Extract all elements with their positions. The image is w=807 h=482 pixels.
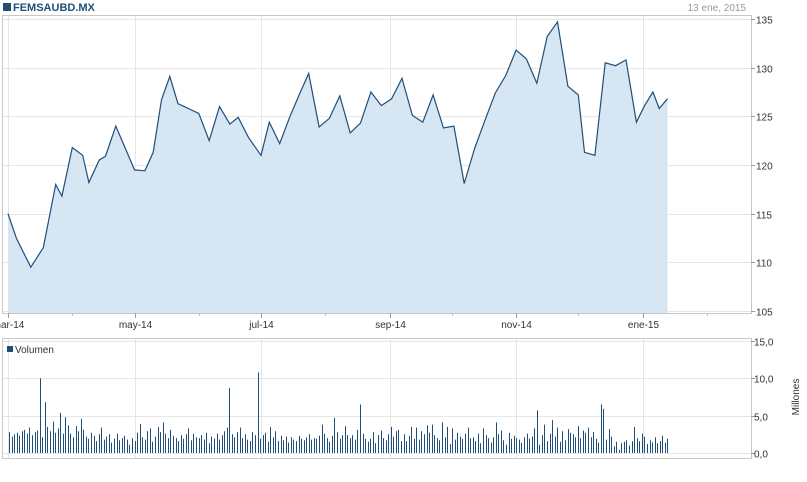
x-axis: mar-14 may-14 jul-14 sep-14 nov-14 ene-15	[0, 313, 708, 331]
price-y-tick-label: 115	[756, 211, 772, 222]
price-y-tick-label: 135	[756, 16, 773, 27]
price-y-tick-label: 130	[756, 65, 773, 76]
x-tick-label: sep-14	[375, 320, 406, 331]
volume-panel	[2, 338, 752, 459]
price-y-tick-label: 105	[756, 308, 773, 319]
symbol-title: FEMSAUBD.MX	[13, 2, 96, 14]
x-tick-label: mar-14	[0, 320, 25, 331]
chart-date: 13 ene, 2015	[688, 3, 747, 14]
volume-y-tick-label: 10,0	[754, 375, 774, 386]
volume-y-tick-label: 0,0	[754, 450, 768, 461]
x-tick-label: ene-15	[628, 320, 660, 331]
volume-y-tick-label: 15,0	[754, 338, 774, 349]
price-y-tick-label: 120	[756, 162, 773, 173]
volume-bars	[9, 372, 668, 453]
price-y-tick-label: 125	[756, 113, 773, 124]
volume-y-tick-label: 5,0	[754, 413, 768, 424]
price-y-tick-label: 110	[756, 259, 772, 270]
x-tick-label: may-14	[119, 320, 153, 331]
volume-legend-label: Volumen	[15, 345, 54, 356]
volume-y-axis: 15,0 10,0 5,0 0,0	[751, 338, 774, 461]
x-tick-label: nov-14	[501, 320, 532, 331]
x-tick-label: jul-14	[248, 320, 274, 331]
price-line	[7, 20, 668, 269]
symbol-square-icon	[3, 3, 11, 11]
volume-unit-label: Millones	[791, 379, 802, 416]
price-y-axis: 135 130 125 120 115 110 105	[751, 16, 773, 319]
volume-gridlines	[3, 339, 751, 458]
price-area-fill	[8, 21, 668, 314]
volume-legend-icon	[7, 346, 13, 352]
